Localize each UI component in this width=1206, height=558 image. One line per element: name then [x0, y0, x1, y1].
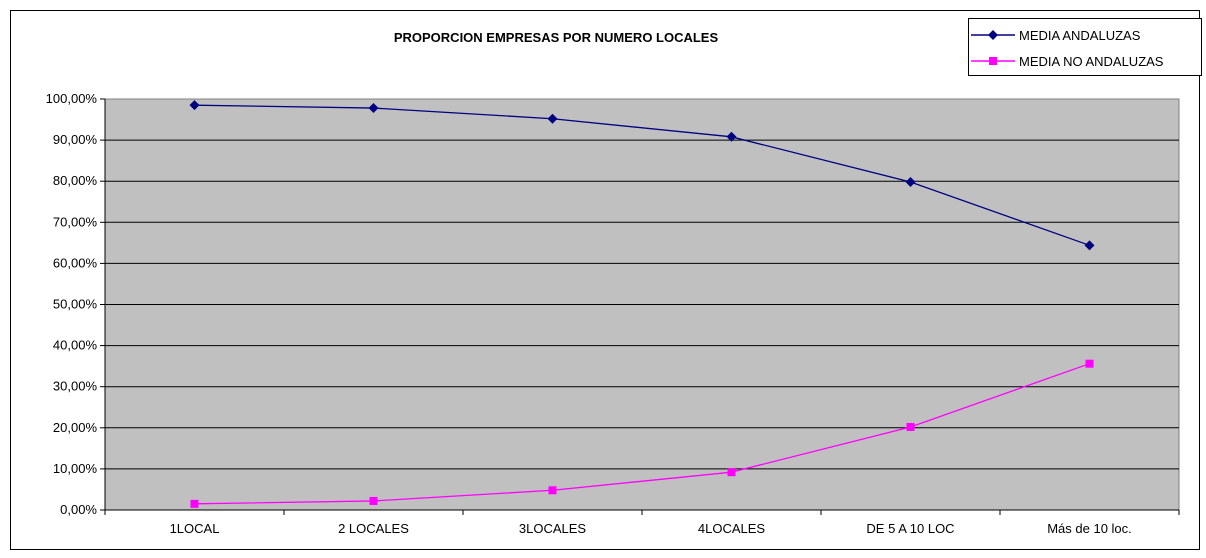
- data-point: [547, 113, 558, 124]
- data-point: [548, 486, 557, 495]
- diamond-marker-icon: [971, 30, 1015, 40]
- legend-label: MEDIA ANDALUZAS: [1019, 28, 1141, 43]
- series-line-1: [194, 104, 1090, 246]
- data-point: [726, 131, 737, 142]
- gridlines: [105, 139, 1179, 470]
- y-tick-label: 90,00%: [53, 132, 98, 147]
- x-tick-label: DE 5 A 10 LOC: [866, 521, 954, 536]
- legend-item-media-andaluzas: MEDIA ANDALUZAS: [969, 24, 1201, 48]
- x-tick-label: 3LOCALES: [519, 521, 587, 536]
- legend-label: MEDIA NO ANDALUZAS: [1019, 54, 1164, 69]
- x-tick-label: 4LOCALES: [698, 521, 766, 536]
- data-point: [189, 100, 200, 111]
- y-tick-label: 10,00%: [53, 461, 98, 476]
- y-tick-label: 60,00%: [53, 255, 98, 270]
- series-layer: [189, 100, 1095, 508]
- data-point: [369, 496, 378, 505]
- x-tick-label: Más de 10 loc.: [1047, 521, 1132, 536]
- y-tick-label: 40,00%: [53, 338, 98, 353]
- x-axis: 1LOCAL 2 LOCALES 3LOCALES 4LOCALES DE 5 A 10…: [104, 509, 1180, 536]
- data-point: [368, 103, 379, 114]
- data-point: [905, 177, 916, 188]
- y-tick-label: 20,00%: [53, 420, 98, 435]
- legend: MEDIA ANDALUZAS MEDIA NO ANDALUZAS: [968, 18, 1202, 76]
- data-point: [190, 499, 199, 508]
- series-line-2: [194, 363, 1090, 505]
- data-point: [1085, 359, 1094, 368]
- data-point: [906, 422, 915, 431]
- y-tick-label: 100,00%: [46, 91, 98, 106]
- x-tick-label: 2 LOCALES: [338, 521, 409, 536]
- y-tick-label: 50,00%: [53, 297, 98, 312]
- y-tick-label: 70,00%: [53, 214, 98, 229]
- y-axis: 0,00% 10,00% 20,00% 30,00% 40,00% 50,00% 60,00…: [46, 91, 106, 517]
- legend-item-media-no-andaluzas: MEDIA NO ANDALUZAS: [969, 50, 1201, 74]
- y-tick-label: 30,00%: [53, 379, 98, 394]
- data-point: [727, 468, 736, 477]
- y-tick-label: 80,00%: [53, 173, 98, 188]
- y-tick-label: 0,00%: [60, 502, 97, 517]
- data-point: [1084, 240, 1095, 251]
- chart-title: PROPORCION EMPRESAS POR NUMERO LOCALES: [394, 30, 719, 45]
- square-marker-icon: [971, 57, 1015, 65]
- x-tick-label: 1LOCAL: [170, 521, 220, 536]
